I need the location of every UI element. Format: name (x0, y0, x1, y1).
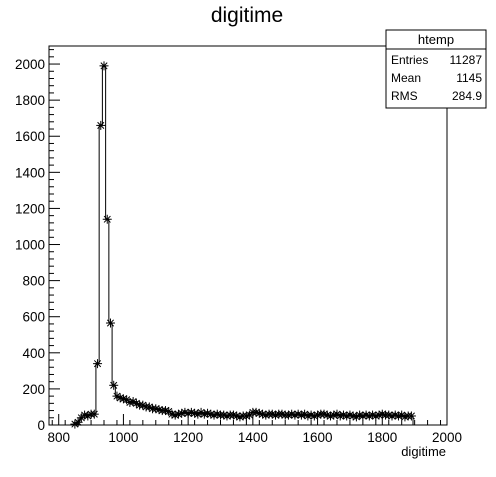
asterisk-stroke (407, 412, 415, 420)
asterisk-stroke (191, 409, 199, 417)
y-tick-label: 800 (22, 274, 45, 289)
asterisk-stroke (398, 411, 406, 419)
asterisk-stroke (132, 399, 140, 407)
y-tick-label: 1200 (15, 201, 45, 216)
data-markers (70, 61, 416, 429)
asterisk-stroke (106, 319, 115, 327)
y-tick-label: 600 (22, 310, 45, 325)
y-tick-label: 1400 (15, 165, 45, 180)
asterisk-stroke (362, 411, 370, 419)
asterisk-stroke (97, 121, 105, 129)
asterisk-stroke (181, 408, 189, 416)
x-tick-label: 1800 (367, 430, 397, 445)
data-point (99, 61, 109, 71)
asterisk-stroke (100, 62, 108, 70)
asterisk-stroke (268, 410, 276, 418)
x-tick-label: 1600 (303, 430, 333, 445)
asterisk-stroke (320, 410, 328, 418)
asterisk-stroke (197, 408, 205, 416)
asterisk-stroke (155, 406, 163, 414)
asterisk-stroke (278, 410, 286, 418)
asterisk-stroke (259, 410, 267, 418)
asterisk-stroke (207, 410, 215, 418)
y-tick-label: 2000 (15, 57, 45, 72)
x-tick-label: 800 (47, 430, 70, 445)
asterisk-stroke (161, 407, 170, 415)
asterisk-stroke (369, 411, 377, 419)
asterisk-stroke (255, 409, 263, 417)
asterisk-stroke (339, 411, 348, 419)
asterisk-stroke (103, 215, 111, 223)
x-tick-label: 1400 (238, 430, 268, 445)
asterisk-stroke (323, 411, 331, 419)
y-tick-label: 1800 (15, 93, 45, 108)
asterisk-stroke (113, 392, 121, 400)
y-axis: 0 200 400 600 800 1000 1200 1400 1600 1800 2000 (15, 49, 60, 433)
y-tick-label: 1600 (15, 129, 45, 144)
y-tick-label: 0 (37, 418, 45, 433)
asterisk-stroke (288, 410, 296, 418)
asterisk-stroke (252, 408, 260, 416)
asterisk-stroke (116, 394, 124, 402)
stats-mean-label: Mean (391, 71, 421, 85)
stats-rms-value: 284.9 (452, 89, 482, 103)
asterisk-stroke (93, 360, 102, 368)
data-point (102, 214, 112, 224)
data-point (96, 120, 106, 130)
stats-mean-value: 1145 (456, 71, 482, 85)
data-point (406, 411, 416, 421)
asterisk-stroke (213, 410, 221, 418)
asterisk-stroke (129, 397, 137, 406)
stats-entries-value: 11287 (450, 53, 483, 67)
stats-box: htemp Entries 11287 Mean 1145 RMS 284.9 (385, 29, 487, 109)
asterisk-stroke (229, 411, 237, 419)
asterisk-stroke (301, 410, 309, 418)
asterisk-stroke (220, 411, 228, 419)
stats-box-frame (385, 29, 487, 109)
chart-title: digitime (211, 4, 283, 27)
asterisk-stroke (145, 403, 153, 411)
y-tick-label: 200 (22, 382, 45, 397)
asterisk-stroke (356, 411, 364, 419)
asterisk-stroke (110, 381, 118, 389)
asterisk-stroke (187, 408, 195, 416)
asterisk-stroke (307, 411, 315, 419)
asterisk-stroke (90, 410, 98, 418)
data-point (89, 409, 99, 419)
data-point (309, 411, 319, 421)
asterisk-stroke (81, 411, 89, 419)
data-point (290, 410, 300, 420)
asterisk-stroke (349, 412, 357, 420)
x-tick-label: 1000 (108, 430, 138, 445)
asterisk-stroke (203, 409, 212, 417)
data-point (105, 318, 115, 328)
asterisk-stroke (346, 411, 354, 419)
asterisk-stroke (139, 401, 147, 409)
y-tick-label: 400 (22, 346, 45, 361)
x-axis-label: digitime (401, 444, 446, 459)
stats-rms-label: RMS (391, 89, 418, 103)
asterisk-stroke (152, 405, 160, 413)
data-point (109, 380, 119, 390)
data-point (93, 359, 103, 369)
x-tick-label: 1200 (173, 430, 203, 445)
stats-box-name: htemp (418, 32, 454, 47)
asterisk-stroke (385, 411, 393, 419)
stats-entries-label: Entries (391, 53, 428, 67)
asterisk-stroke (333, 410, 341, 418)
asterisk-stroke (233, 412, 241, 420)
plot-frame (48, 45, 448, 426)
y-tick-label: 1000 (15, 238, 45, 253)
asterisk-stroke (391, 411, 399, 419)
asterisk-stroke (119, 395, 127, 403)
asterisk-stroke (294, 410, 302, 418)
asterisk-stroke (168, 410, 176, 418)
x-tick-label: 2000 (432, 430, 462, 445)
x-axis: 800 1000 1200 1400 1600 1800 2000 (47, 414, 462, 445)
